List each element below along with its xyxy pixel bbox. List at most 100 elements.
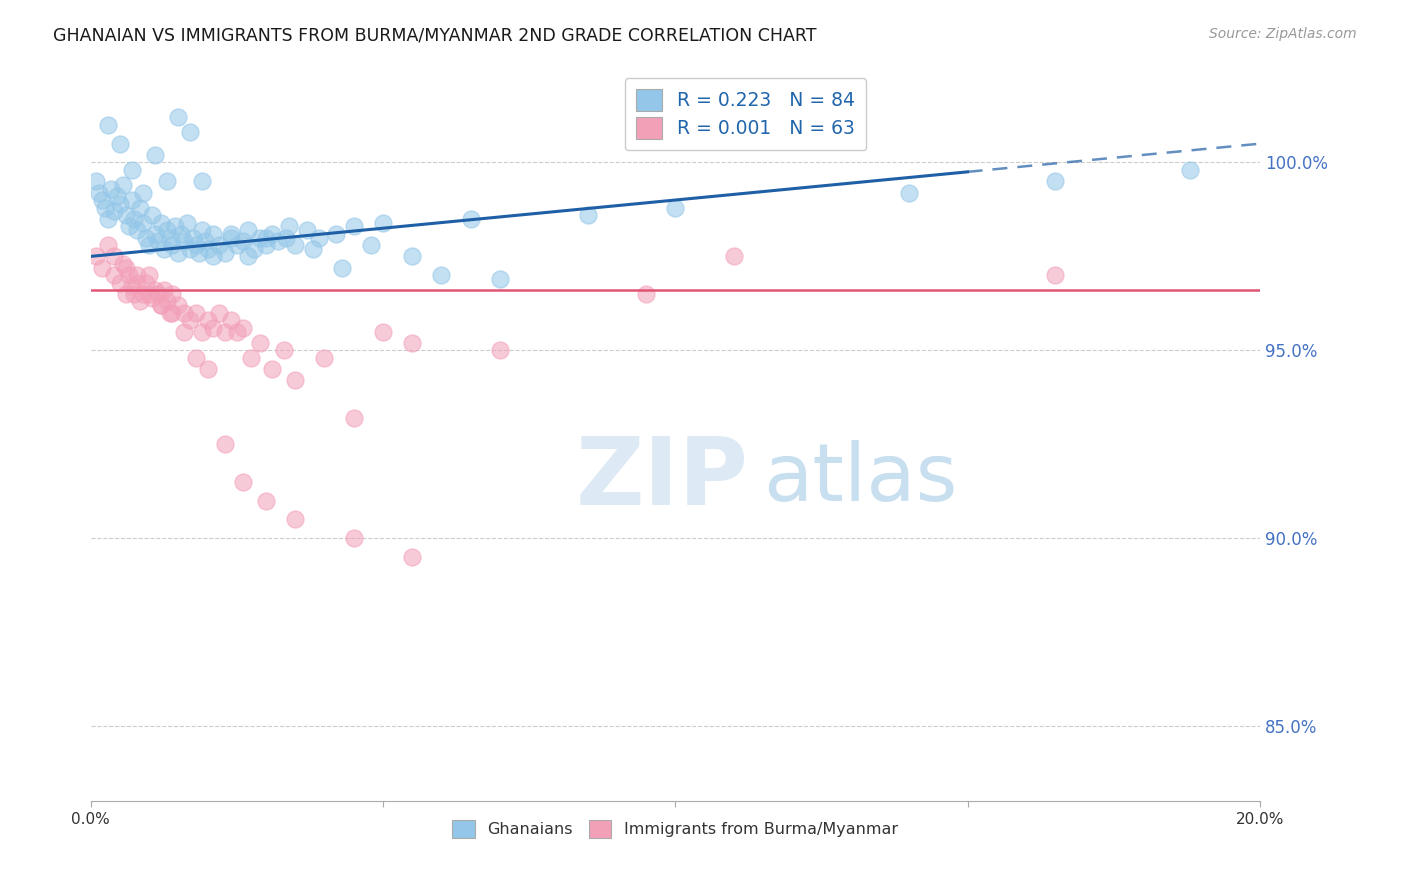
Point bbox=[225, 238, 247, 252]
Point bbox=[202, 227, 225, 241]
Point bbox=[103, 249, 125, 263]
Point bbox=[152, 242, 174, 256]
Point bbox=[197, 362, 219, 376]
Point bbox=[249, 230, 271, 244]
Point bbox=[108, 136, 131, 151]
Point bbox=[489, 272, 512, 286]
Point bbox=[114, 260, 136, 275]
Point bbox=[152, 283, 174, 297]
Point bbox=[197, 313, 219, 327]
Point bbox=[159, 230, 181, 244]
Text: ZIP: ZIP bbox=[576, 433, 749, 524]
Point bbox=[179, 125, 201, 139]
Point bbox=[103, 204, 125, 219]
Text: 20.0%: 20.0% bbox=[1236, 813, 1284, 828]
Point bbox=[1178, 163, 1201, 178]
Point bbox=[170, 227, 193, 241]
Point bbox=[401, 335, 423, 350]
Point bbox=[94, 201, 117, 215]
Point bbox=[156, 174, 179, 188]
Point bbox=[117, 219, 139, 234]
Point bbox=[86, 249, 108, 263]
Point bbox=[121, 163, 143, 178]
Point bbox=[664, 201, 686, 215]
Point bbox=[135, 276, 157, 290]
Point bbox=[371, 325, 394, 339]
Point bbox=[898, 186, 921, 200]
Point bbox=[254, 230, 277, 244]
Point bbox=[184, 351, 207, 365]
Point bbox=[267, 235, 290, 249]
Point bbox=[190, 223, 212, 237]
Point bbox=[325, 227, 347, 241]
Point bbox=[114, 287, 136, 301]
Point bbox=[149, 298, 172, 312]
Point bbox=[330, 260, 353, 275]
Point bbox=[273, 343, 295, 358]
Point bbox=[124, 211, 146, 226]
Point bbox=[167, 111, 190, 125]
Point bbox=[723, 249, 745, 263]
Point bbox=[132, 216, 155, 230]
Point bbox=[111, 257, 134, 271]
Point bbox=[108, 196, 131, 211]
Point bbox=[278, 219, 301, 234]
Point bbox=[176, 216, 198, 230]
Point bbox=[143, 148, 166, 162]
Point bbox=[1045, 268, 1067, 282]
Point bbox=[460, 211, 482, 226]
Point bbox=[132, 186, 155, 200]
Point bbox=[100, 182, 122, 196]
Point bbox=[132, 287, 155, 301]
Point bbox=[173, 306, 195, 320]
Point bbox=[238, 223, 260, 237]
Point bbox=[276, 230, 298, 244]
Point bbox=[159, 306, 181, 320]
Point bbox=[232, 320, 254, 334]
Point bbox=[173, 325, 195, 339]
Point bbox=[219, 230, 242, 244]
Point bbox=[314, 351, 336, 365]
Point bbox=[156, 294, 179, 309]
Point bbox=[190, 325, 212, 339]
Point bbox=[121, 193, 143, 207]
Point bbox=[117, 268, 139, 282]
Point bbox=[111, 178, 134, 192]
Point bbox=[162, 306, 184, 320]
Point bbox=[343, 531, 366, 545]
Point bbox=[156, 223, 179, 237]
Point bbox=[260, 227, 283, 241]
Point bbox=[284, 512, 307, 526]
Point bbox=[149, 298, 172, 312]
Point bbox=[254, 493, 277, 508]
Point bbox=[138, 287, 160, 301]
Point bbox=[179, 242, 201, 256]
Point bbox=[295, 223, 318, 237]
Point bbox=[141, 208, 163, 222]
Point bbox=[121, 279, 143, 293]
Point bbox=[179, 313, 201, 327]
Point bbox=[1045, 174, 1067, 188]
Point bbox=[284, 238, 307, 252]
Point bbox=[108, 276, 131, 290]
Point bbox=[489, 343, 512, 358]
Point bbox=[208, 238, 231, 252]
Point bbox=[162, 287, 184, 301]
Point bbox=[194, 235, 217, 249]
Point bbox=[97, 238, 120, 252]
Point bbox=[284, 373, 307, 387]
Point bbox=[135, 230, 157, 244]
Point bbox=[129, 201, 152, 215]
Point bbox=[238, 249, 260, 263]
Point bbox=[343, 411, 366, 425]
Point bbox=[202, 320, 225, 334]
Text: GHANAIAN VS IMMIGRANTS FROM BURMA/MYANMAR 2ND GRADE CORRELATION CHART: GHANAIAN VS IMMIGRANTS FROM BURMA/MYANMA… bbox=[53, 27, 817, 45]
Point bbox=[124, 287, 146, 301]
Point bbox=[260, 362, 283, 376]
Point bbox=[143, 227, 166, 241]
Point bbox=[576, 208, 599, 222]
Point bbox=[181, 230, 204, 244]
Point bbox=[146, 235, 169, 249]
Point bbox=[249, 335, 271, 350]
Point bbox=[86, 174, 108, 188]
